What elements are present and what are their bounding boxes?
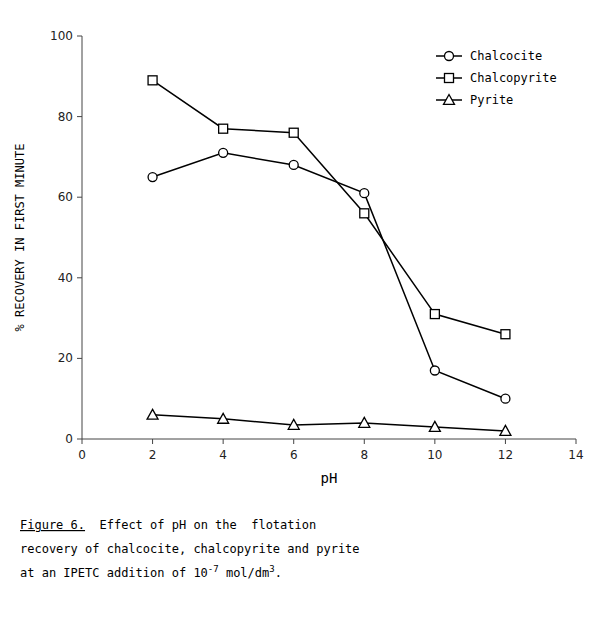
- data-point: [219, 148, 228, 157]
- y-tick-label: 100: [50, 29, 73, 43]
- caption-text: Effect of pH on the flotation: [85, 518, 316, 532]
- data-point: [289, 160, 298, 169]
- x-tick-label: 6: [290, 448, 298, 462]
- y-tick-label: 20: [58, 351, 73, 365]
- x-tick: [505, 439, 506, 444]
- x-tick: [82, 439, 83, 444]
- y-tick-label: 80: [58, 110, 73, 124]
- caption-line: Figure 6. Effect of pH on the flotation: [20, 518, 316, 532]
- series-line: [153, 415, 506, 431]
- data-point: [148, 76, 157, 85]
- data-point: [501, 394, 510, 403]
- y-tick: [77, 116, 82, 117]
- data-point: [500, 425, 511, 435]
- y-tick: [77, 36, 82, 37]
- x-tick-label: 12: [498, 448, 513, 462]
- caption-text: at an IPETC addition of 10: [20, 566, 208, 580]
- legend-marker: [444, 95, 455, 105]
- caption-text: Figure 6.: [20, 518, 85, 532]
- x-tick: [223, 439, 224, 444]
- x-tick-label: 8: [360, 448, 368, 462]
- series-line: [153, 80, 506, 334]
- data-point: [360, 209, 369, 218]
- x-tick-label: 4: [219, 448, 227, 462]
- y-tick: [77, 277, 82, 278]
- y-tick-label: 40: [58, 271, 73, 285]
- legend-label: Chalcocite: [470, 49, 542, 63]
- y-tick-label: 0: [65, 432, 73, 446]
- x-axis-label: pH: [321, 470, 338, 486]
- y-axis-label: % RECOVERY IN FIRST MINUTE: [13, 144, 27, 332]
- legend-marker: [445, 52, 454, 61]
- data-point: [218, 413, 229, 423]
- data-point: [359, 417, 370, 427]
- plot-area: [147, 76, 511, 436]
- data-point: [148, 173, 157, 182]
- data-point: [429, 421, 440, 431]
- legend-label: Chalcopyrite: [470, 71, 557, 85]
- legend: Chalcocite Chalcopyrite Pyrite: [436, 49, 557, 107]
- data-point: [430, 366, 439, 375]
- x-tick: [152, 439, 153, 444]
- legend-label: Pyrite: [470, 93, 513, 107]
- data-point: [147, 409, 158, 419]
- data-point: [501, 330, 510, 339]
- data-point: [430, 310, 439, 319]
- x-tick-label: 0: [78, 448, 86, 462]
- caption-text: mol/dm: [219, 566, 270, 580]
- x-tick: [434, 439, 435, 444]
- x-tick-label: 14: [568, 448, 583, 462]
- x-tick-label: 10: [427, 448, 442, 462]
- y-tick: [77, 197, 82, 198]
- y-tick: [77, 439, 82, 440]
- data-point: [288, 419, 299, 429]
- data-point: [360, 189, 369, 198]
- caption-text: .: [275, 566, 282, 580]
- series-line: [153, 153, 506, 399]
- legend-marker: [445, 74, 454, 83]
- y-axis-line: [82, 36, 83, 439]
- x-tick: [293, 439, 294, 444]
- caption-line: recovery of chalcocite, chalcopyrite and…: [20, 542, 360, 556]
- y-tick: [77, 358, 82, 359]
- x-axis-line: [82, 439, 576, 440]
- x-tick: [364, 439, 365, 444]
- data-point: [219, 124, 228, 133]
- y-tick-label: 60: [58, 190, 73, 204]
- chart: 0 2 4 6 8 10 12 14 0 20 40 60 80 100 pH % RECOVERY IN F…: [0, 0, 606, 639]
- data-point: [289, 128, 298, 137]
- x-tick: [576, 439, 577, 444]
- caption-text: -7: [208, 564, 219, 574]
- x-tick-label: 2: [149, 448, 157, 462]
- caption-line: at an IPETC addition of 10-7 mol/dm3.: [20, 564, 282, 580]
- caption-text: recovery of chalcocite, chalcopyrite and…: [20, 542, 360, 556]
